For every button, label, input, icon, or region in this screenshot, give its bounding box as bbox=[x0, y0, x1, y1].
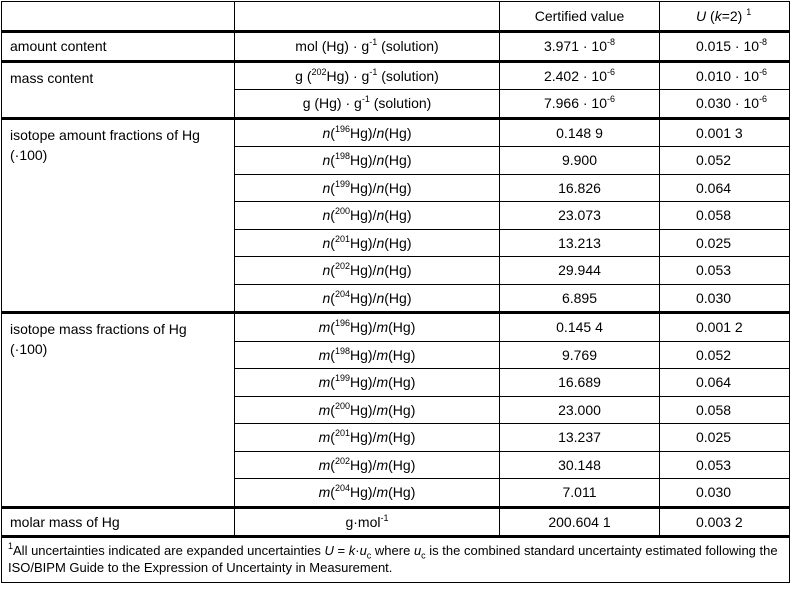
uncertainty: 0.052 bbox=[659, 340, 790, 369]
footnote: 1All uncertainties indicated are expande… bbox=[1, 535, 790, 583]
certified-value: 9.769 bbox=[499, 340, 660, 369]
uncertainty: 0.001 3 bbox=[659, 116, 790, 147]
row-label: amount content bbox=[1, 30, 235, 62]
uncertainty: 0.015 · 10-8 bbox=[659, 30, 790, 62]
uncertainty: 0.052 bbox=[659, 146, 790, 175]
unit: g (Hg) · g-1 (solution) bbox=[234, 89, 500, 119]
header-empty-1 bbox=[1, 1, 235, 32]
isotope-amount-row: n(201Hg)/n(Hg) 13.213 0.025 bbox=[2, 228, 790, 257]
isotope-ratio: n(198Hg)/n(Hg) bbox=[234, 146, 500, 175]
uncertainty: 0.025 bbox=[659, 228, 790, 257]
isotope-amount-row: n(199Hg)/n(Hg) 16.826 0.064 bbox=[2, 173, 790, 202]
uncertainty: 0.025 bbox=[659, 423, 790, 452]
isotope-ratio: n(202Hg)/n(Hg) bbox=[234, 256, 500, 285]
certified-value: 16.689 bbox=[499, 368, 660, 397]
isotope-amount-row: n(198Hg)/n(Hg) 9.900 0.052 bbox=[2, 146, 790, 175]
certified-value: 30.148 bbox=[499, 450, 660, 479]
uncertainty: 0.003 2 bbox=[659, 505, 790, 537]
uncertainty: 0.058 bbox=[659, 395, 790, 424]
footnote-row: 1All uncertainties indicated are expande… bbox=[1, 535, 790, 583]
u-symbol: U bbox=[696, 8, 707, 24]
unit: g (202Hg) · g-1 (solution) bbox=[234, 59, 500, 90]
row-label: molar mass of Hg bbox=[1, 505, 235, 537]
certified-value: 7.966 · 10-6 bbox=[499, 89, 660, 119]
uncertainty: 0.001 2 bbox=[659, 311, 790, 342]
isotope-mass-row: m(201Hg)/m(Hg) 13.237 0.025 bbox=[2, 423, 790, 452]
isotope-amount-row: isotope amount fractions of Hg (·100) n(1… bbox=[1, 116, 790, 313]
isotope-ratio: n(201Hg)/n(Hg) bbox=[234, 228, 500, 257]
uncertainty: 0.053 bbox=[659, 256, 790, 285]
isotope-ratio: n(199Hg)/n(Hg) bbox=[234, 173, 500, 202]
certified-value: 23.000 bbox=[499, 395, 660, 424]
uncertainty: 0.030 · 10-6 bbox=[659, 89, 790, 119]
certified-value: 3.971 · 10-8 bbox=[499, 30, 660, 62]
k-symbol: k bbox=[714, 8, 722, 24]
certified-value: 13.237 bbox=[499, 423, 660, 452]
isotope-amount-row: n(202Hg)/n(Hg) 29.944 0.053 bbox=[2, 256, 790, 285]
mass-content-row: mass content g (202Hg) · g-1 (solution) … bbox=[1, 59, 790, 119]
isotope-mass-row: isotope mass fractions of Hg (·100) m(196… bbox=[1, 311, 790, 508]
certified-value: 2.402 · 10-6 bbox=[499, 59, 660, 90]
uncertainty: 0.058 bbox=[659, 201, 790, 230]
isotope-amount-row: n(200Hg)/n(Hg) 23.073 0.058 bbox=[2, 201, 790, 230]
certified-value: 0.145 4 bbox=[499, 311, 660, 342]
footnote-ref: 1 bbox=[746, 7, 752, 17]
amount-content-row: amount content mol (Hg) · g-1 (solution)… bbox=[1, 30, 790, 62]
isotope-ratio: n(204Hg)/n(Hg) bbox=[234, 283, 500, 313]
certified-value: 6.895 bbox=[499, 283, 660, 313]
isotope-ratio: m(199Hg)/m(Hg) bbox=[234, 368, 500, 397]
molar-mass-row: molar mass of Hg g·mol-1 200.604 1 0.003… bbox=[1, 505, 790, 537]
header-uncertainty: U (k=2) 1 bbox=[659, 1, 790, 32]
isotope-amount-row: n(204Hg)/n(Hg) 6.895 0.030 bbox=[2, 283, 790, 313]
isotope-ratio: m(196Hg)/m(Hg) bbox=[234, 311, 500, 342]
row-label: isotope mass fractions of Hg (·100) bbox=[1, 311, 235, 508]
row-label: mass content bbox=[1, 59, 235, 119]
k-value: =2) bbox=[721, 8, 743, 24]
unit: g·mol-1 bbox=[234, 505, 500, 537]
isotope-mass-row: m(199Hg)/m(Hg) 16.689 0.064 bbox=[2, 368, 790, 397]
isotope-ratio: m(202Hg)/m(Hg) bbox=[234, 450, 500, 479]
isotope-ratio: m(200Hg)/m(Hg) bbox=[234, 395, 500, 424]
certified-value: 23.073 bbox=[499, 201, 660, 230]
certified-value: 16.826 bbox=[499, 173, 660, 202]
row-label: isotope amount fractions of Hg (·100) bbox=[1, 116, 235, 313]
certified-value: 7.011 bbox=[499, 478, 660, 508]
uncertainty: 0.030 bbox=[659, 478, 790, 508]
certified-value: 9.900 bbox=[499, 146, 660, 175]
unit: mol (Hg) · g-1 (solution) bbox=[234, 30, 500, 62]
isotope-mass-row: m(200Hg)/m(Hg) 23.000 0.058 bbox=[2, 395, 790, 424]
uncertainty: 0.053 bbox=[659, 450, 790, 479]
isotope-ratio: m(198Hg)/m(Hg) bbox=[234, 340, 500, 369]
certified-value: 0.148 9 bbox=[499, 116, 660, 147]
uncertainty: 0.010 · 10-6 bbox=[659, 59, 790, 90]
isotope-ratio: n(196Hg)/n(Hg) bbox=[234, 116, 500, 147]
certified-value: 29.944 bbox=[499, 256, 660, 285]
mass-content-row: g (Hg) · g-1 (solution) 7.966 · 10-6 0.0… bbox=[2, 89, 790, 119]
uncertainty: 0.064 bbox=[659, 173, 790, 202]
isotope-mass-row: m(198Hg)/m(Hg) 9.769 0.052 bbox=[2, 340, 790, 369]
certified-value: 13.213 bbox=[499, 228, 660, 257]
uncertainty: 0.030 bbox=[659, 283, 790, 313]
isotope-ratio: m(201Hg)/m(Hg) bbox=[234, 423, 500, 452]
header-certified-value: Certified value bbox=[499, 1, 660, 32]
isotope-ratio: n(200Hg)/n(Hg) bbox=[234, 201, 500, 230]
isotope-ratio: m(204Hg)/m(Hg) bbox=[234, 478, 500, 508]
header-row: Certified value U (k=2) 1 bbox=[1, 1, 790, 32]
uncertainty: 0.064 bbox=[659, 368, 790, 397]
certified-value: 200.604 1 bbox=[499, 505, 660, 537]
header-empty-2 bbox=[234, 1, 500, 32]
isotope-mass-row: m(204Hg)/m(Hg) 7.011 0.030 bbox=[2, 478, 790, 508]
